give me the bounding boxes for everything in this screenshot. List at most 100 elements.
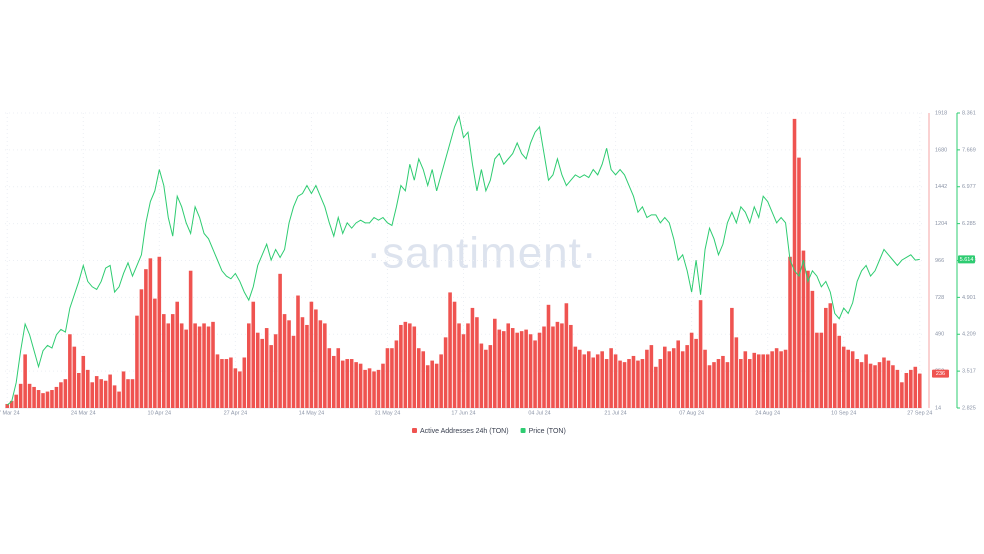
bar (179, 323, 184, 408)
bar (712, 362, 716, 408)
y-tick-label: 966 (935, 258, 944, 264)
bar (416, 348, 421, 408)
bar (721, 355, 725, 408)
bar (546, 304, 551, 408)
bar (434, 363, 439, 408)
bar (698, 300, 703, 408)
bar (23, 354, 27, 408)
bar (631, 355, 636, 408)
bar (5, 403, 10, 408)
bar (85, 369, 90, 408)
bar (600, 351, 604, 408)
bar (904, 372, 909, 408)
bar (126, 379, 130, 408)
y2-tick-label: 4.209 (962, 332, 976, 338)
bar (739, 359, 743, 408)
bar (627, 359, 631, 408)
bar (421, 351, 426, 408)
bar (801, 250, 806, 408)
bar (560, 323, 564, 408)
value-badge-label: 236 (936, 371, 945, 377)
bar (909, 369, 913, 408)
bar (640, 359, 645, 408)
x-tick-label: 07 Mar 24 (0, 410, 20, 416)
bar (188, 270, 193, 408)
bar (855, 359, 859, 408)
bar (806, 270, 810, 408)
y-tick-label: 1442 (935, 184, 947, 190)
value-badge (932, 369, 949, 378)
y2-tick-label: 3.517 (962, 369, 976, 375)
bar (837, 335, 842, 408)
bar (569, 324, 573, 408)
bar (269, 345, 273, 408)
bar (363, 369, 367, 408)
bar (376, 369, 381, 408)
bar (287, 320, 291, 408)
bar (689, 332, 694, 408)
bar (497, 329, 502, 408)
bar (864, 354, 868, 408)
bar (394, 340, 399, 408)
bar (443, 337, 448, 408)
bar (144, 269, 148, 408)
bar (300, 317, 305, 408)
bar (36, 390, 41, 408)
bar (68, 334, 72, 408)
bar (27, 383, 32, 408)
bar (730, 307, 734, 408)
bar (305, 324, 309, 408)
bar (242, 357, 247, 408)
bar (157, 256, 162, 408)
bar (273, 334, 278, 408)
x-tick-label: 21 Jul 24 (604, 410, 626, 416)
legend-label: Active Addresses 24h (TON) (420, 428, 509, 435)
bar (148, 258, 153, 408)
bar (470, 307, 475, 408)
bar (832, 323, 837, 408)
bar (282, 314, 287, 408)
bar (819, 332, 824, 408)
bar (841, 346, 846, 408)
x-tick-label: 24 Aug 24 (755, 410, 780, 416)
bar (484, 349, 488, 408)
bar (716, 359, 721, 408)
bar (703, 349, 707, 408)
bar (479, 343, 484, 408)
bar (215, 354, 220, 408)
bar (510, 328, 515, 408)
bar (354, 362, 358, 408)
bar (331, 355, 336, 408)
bar (792, 118, 797, 408)
bar (345, 359, 349, 408)
bar (765, 354, 770, 408)
bar (430, 360, 434, 408)
bar (103, 380, 108, 408)
y-tick-label: 490 (935, 332, 944, 338)
x-tick-label: 31 May 24 (375, 410, 401, 416)
bar (264, 328, 269, 408)
bar (372, 371, 376, 408)
bar (81, 355, 86, 408)
bar (439, 354, 443, 408)
bar (255, 332, 260, 408)
bar (318, 320, 323, 408)
bar (618, 360, 622, 408)
bar (336, 348, 341, 408)
bar (895, 369, 900, 408)
bar (524, 329, 528, 408)
bar (555, 321, 560, 408)
bar (327, 348, 332, 408)
bar (475, 317, 479, 408)
bar (139, 289, 144, 408)
x-tick-label: 24 Mar 24 (71, 410, 96, 416)
bar (761, 354, 765, 408)
bar (783, 349, 788, 408)
bar (868, 363, 873, 408)
bar (725, 362, 730, 408)
bar (609, 348, 613, 408)
bar (408, 323, 412, 408)
bar (385, 348, 390, 408)
bar (528, 334, 533, 408)
bar (323, 323, 327, 408)
